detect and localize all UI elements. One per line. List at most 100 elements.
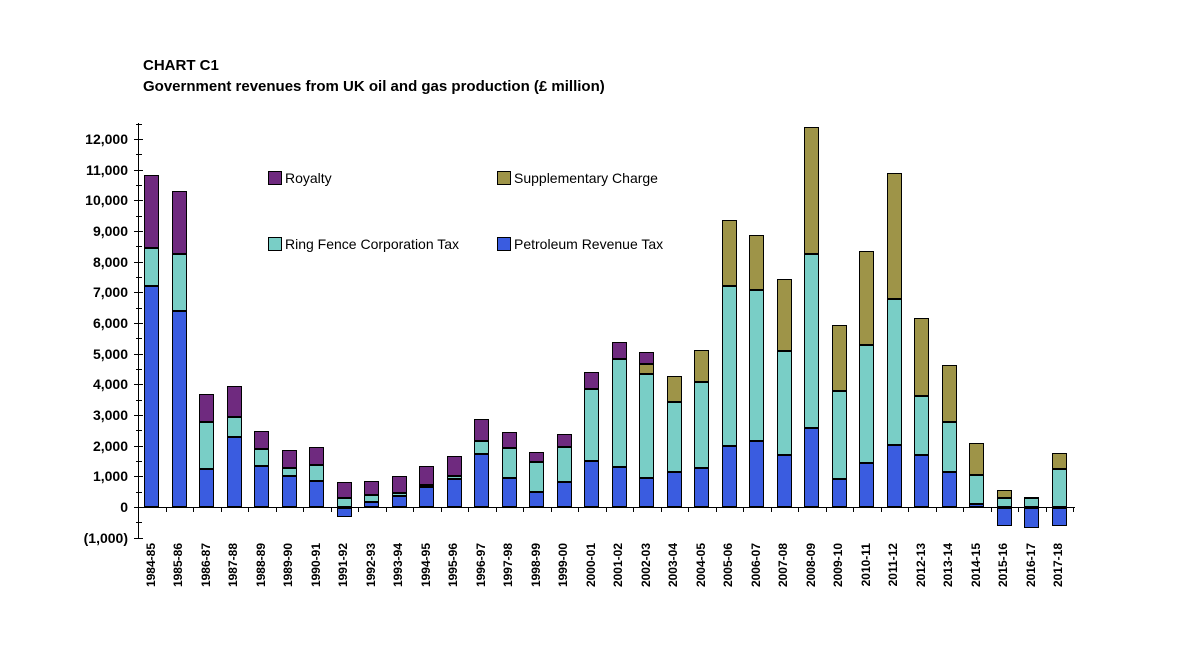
bar-segment-royalty	[556, 434, 572, 448]
bar-segment-petroleum-revenue-tax	[749, 441, 765, 507]
y-axis-major-tick	[134, 230, 143, 232]
bar-segment-ring-fence-corporation-tax	[694, 382, 710, 468]
bar-segment-petroleum-revenue-tax	[391, 496, 407, 507]
bar-segment-ring-fence-corporation-tax	[501, 447, 517, 479]
x-axis-tick	[578, 508, 579, 512]
x-axis-label: 2011-12	[886, 543, 901, 587]
y-axis-minor-tick	[136, 368, 142, 370]
y-axis-minor-tick	[136, 307, 142, 309]
bar-segment-petroleum-revenue-tax	[529, 491, 545, 507]
bar-segment-ring-fence-corporation-tax	[611, 359, 627, 467]
bar-segment-royalty	[501, 431, 517, 448]
bar-segment-ring-fence-corporation-tax	[309, 465, 325, 481]
bar-segment-supplementary-charge	[859, 250, 875, 345]
bar-segment-petroleum-revenue-tax	[556, 481, 572, 507]
bar-segment-petroleum-revenue-tax	[804, 427, 820, 507]
x-axis-tick	[715, 508, 717, 512]
bar-segment-ring-fence-corporation-tax	[969, 475, 985, 504]
y-axis-minor-tick	[136, 123, 142, 125]
y-axis-label: 1,000	[92, 468, 128, 485]
x-axis-label: 1995-96	[446, 543, 461, 588]
bar-segment-supplementary-charge	[776, 279, 792, 352]
x-axis-tick	[523, 508, 524, 512]
bar-segment-supplementary-charge	[886, 172, 902, 300]
y-axis-major-tick	[134, 138, 143, 140]
bar-segment-petroleum-revenue-tax	[694, 467, 710, 507]
y-axis-label: 11,000	[85, 161, 128, 178]
x-axis-label: 1992-93	[363, 543, 378, 588]
x-axis-label: 2015-16	[996, 543, 1011, 588]
bar-segment-supplementary-charge	[941, 364, 957, 423]
y-axis-label: 10,000	[85, 192, 128, 209]
y-axis-minor-tick	[136, 399, 142, 401]
bar-segment-petroleum-revenue-tax	[1051, 508, 1067, 527]
x-axis-tick	[963, 508, 964, 512]
bar-segment-petroleum-revenue-tax	[914, 454, 930, 507]
x-axis-label: 2003-04	[666, 543, 681, 588]
x-axis-tick	[605, 508, 607, 512]
x-axis-label: 1997-98	[501, 543, 516, 588]
petroleum-revenue-tax-swatch-icon	[497, 237, 511, 251]
y-axis-minor-tick	[136, 491, 142, 493]
x-axis-label: 2006-07	[748, 543, 763, 588]
x-axis-tick	[468, 508, 469, 512]
supplementary-charge-swatch-icon	[497, 171, 511, 185]
bar-segment-ring-fence-corporation-tax	[776, 351, 792, 455]
y-axis-minor-tick	[136, 215, 142, 217]
x-axis-label: 2008-09	[803, 543, 818, 588]
x-axis-label: 1989-90	[281, 543, 296, 588]
bar-segment-ring-fence-corporation-tax	[474, 440, 490, 455]
bar-segment-ring-fence-corporation-tax	[666, 401, 682, 472]
chart-title: Government revenues from UK oil and gas …	[143, 78, 605, 95]
x-axis-label: 2013-14	[941, 543, 956, 588]
bar-segment-ring-fence-corporation-tax	[1051, 468, 1067, 507]
x-axis-tick	[853, 508, 854, 512]
bar-segment-petroleum-revenue-tax	[611, 466, 627, 507]
bar-segment-ring-fence-corporation-tax	[941, 422, 957, 473]
bar-segment-supplementary-charge	[804, 127, 820, 255]
x-axis-label: 1988-89	[253, 543, 268, 588]
bar-segment-petroleum-revenue-tax	[171, 310, 187, 507]
bar-segment-petroleum-revenue-tax	[584, 460, 600, 507]
y-axis-label: 4,000	[92, 376, 128, 393]
bar-segment-royalty	[144, 175, 160, 248]
x-axis-tick	[990, 508, 992, 512]
x-axis-label: 2010-11	[858, 543, 873, 587]
y-axis-minor-tick	[136, 338, 142, 340]
bar-segment-supplementary-charge	[1051, 452, 1067, 469]
bar-segment-supplementary-charge	[1024, 497, 1040, 500]
y-axis-label: (1,000)	[83, 529, 128, 546]
bar-segment-ring-fence-corporation-tax	[391, 492, 407, 497]
x-axis-tick	[275, 508, 277, 512]
bar-segment-royalty	[584, 371, 600, 390]
bar-segment-royalty	[364, 480, 380, 496]
x-axis-label: 1987-88	[226, 543, 241, 588]
bar-segment-ring-fence-corporation-tax	[419, 484, 435, 488]
bar-segment-ring-fence-corporation-tax	[749, 289, 765, 442]
x-axis-tick	[880, 508, 882, 512]
bar-segment-ring-fence-corporation-tax	[831, 391, 847, 480]
bar-segment-royalty	[391, 476, 407, 493]
x-axis-label: 2012-13	[913, 543, 928, 588]
bar-segment-ring-fence-corporation-tax	[914, 395, 930, 455]
bar-segment-ring-fence-corporation-tax	[226, 417, 242, 438]
y-axis-major-tick	[134, 476, 143, 478]
legend-label: Royalty	[285, 170, 332, 186]
y-axis-major-tick	[134, 200, 143, 202]
bar-segment-ring-fence-corporation-tax	[556, 447, 572, 482]
x-axis-tick	[688, 508, 689, 512]
bar-segment-petroleum-revenue-tax	[474, 454, 490, 507]
x-axis-tick	[440, 508, 442, 512]
bar-segment-petroleum-revenue-tax	[639, 477, 655, 507]
x-axis-label: 2001-02	[611, 543, 626, 588]
bar-segment-ring-fence-corporation-tax	[529, 462, 545, 492]
bar-segment-ring-fence-corporation-tax	[859, 344, 875, 463]
x-axis-tick	[1018, 508, 1019, 512]
bar-segment-supplementary-charge	[969, 442, 985, 476]
bar-segment-petroleum-revenue-tax	[859, 462, 875, 507]
x-axis-tick	[165, 508, 167, 512]
bar-segment-royalty	[446, 456, 462, 477]
bar-segment-ring-fence-corporation-tax	[1024, 498, 1040, 507]
x-axis-label: 1993-94	[391, 543, 406, 588]
bar-segment-petroleum-revenue-tax	[831, 479, 847, 507]
